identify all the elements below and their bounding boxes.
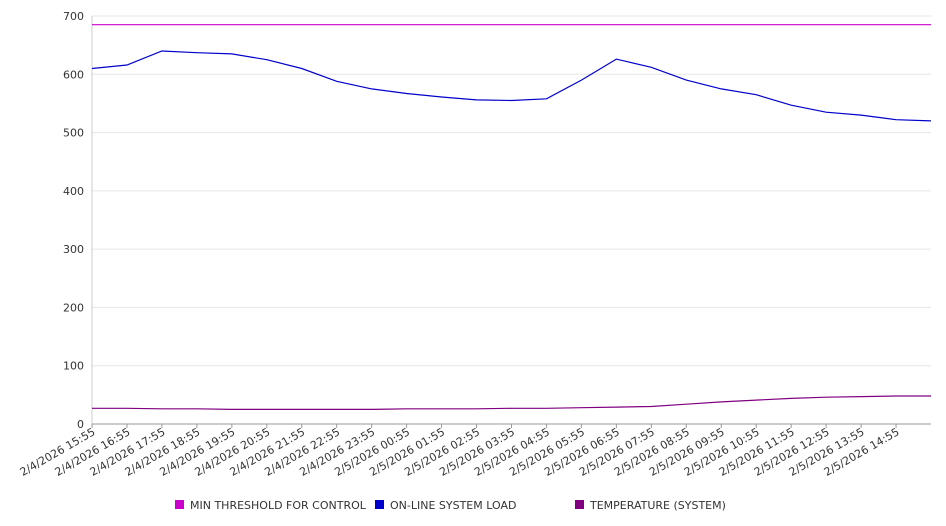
y-tick-label: 600	[63, 68, 84, 81]
series-lines	[91, 24, 932, 410]
legend-swatch	[575, 500, 584, 509]
grid-lines	[92, 15, 931, 425]
y-tick-label: 200	[63, 301, 84, 314]
legend-swatch	[375, 500, 384, 509]
y-tick-label: 500	[63, 127, 84, 140]
y-tick-label: 300	[63, 243, 84, 256]
legend-swatch	[175, 500, 184, 509]
legend-label: MIN THRESHOLD FOR CONTROL	[190, 499, 367, 512]
legend-label: ON-LINE SYSTEM LOAD	[390, 499, 516, 512]
legend-label: TEMPERATURE (SYSTEM)	[589, 499, 726, 512]
y-tick-labels: 0 100 200 300 400 500 600 700	[63, 10, 84, 431]
y-tick-label: 700	[63, 10, 84, 23]
series-line-2	[92, 395, 931, 410]
series-line-1	[91, 50, 932, 122]
y-tick-label: 100	[63, 360, 84, 373]
y-tick-label: 400	[63, 185, 84, 198]
legend: MIN THRESHOLD FOR CONTROL ON-LINE SYSTEM …	[175, 499, 726, 512]
y-tick-label: 0	[77, 418, 84, 431]
axes	[91, 16, 931, 428]
x-tick-labels: 2/4/2026 15:552/4/2026 16:552/4/2026 17:…	[18, 425, 902, 479]
